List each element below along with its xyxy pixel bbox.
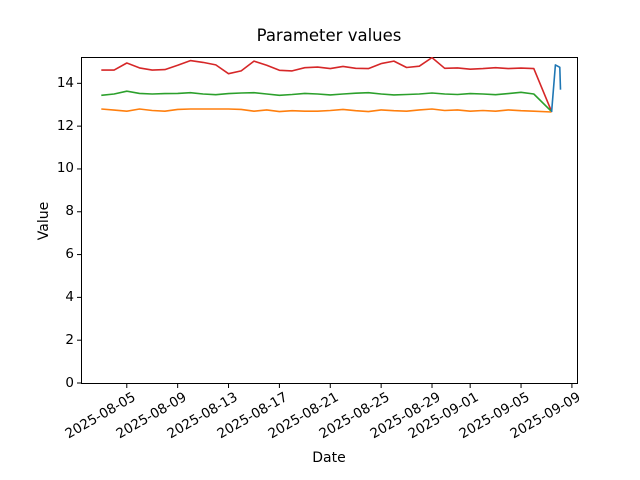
series-line-blue [550,64,562,113]
series-line-red [101,57,553,112]
y-tick-label: 4 [65,288,74,305]
y-tick-label: 10 [56,160,74,177]
y-tick-label: 0 [65,374,74,391]
y-tick-label: 12 [56,117,74,134]
y-tick-label: 8 [65,203,74,220]
series-line-orange [101,108,552,113]
y-tick-label: 14 [56,74,74,91]
x-axis-label: Date [312,450,346,466]
axes-spines [81,57,578,384]
y-tick-label: 6 [65,246,74,263]
series-line-green [101,90,553,113]
chart-title: Parameter values [256,26,402,45]
y-tick-label: 2 [65,331,74,348]
